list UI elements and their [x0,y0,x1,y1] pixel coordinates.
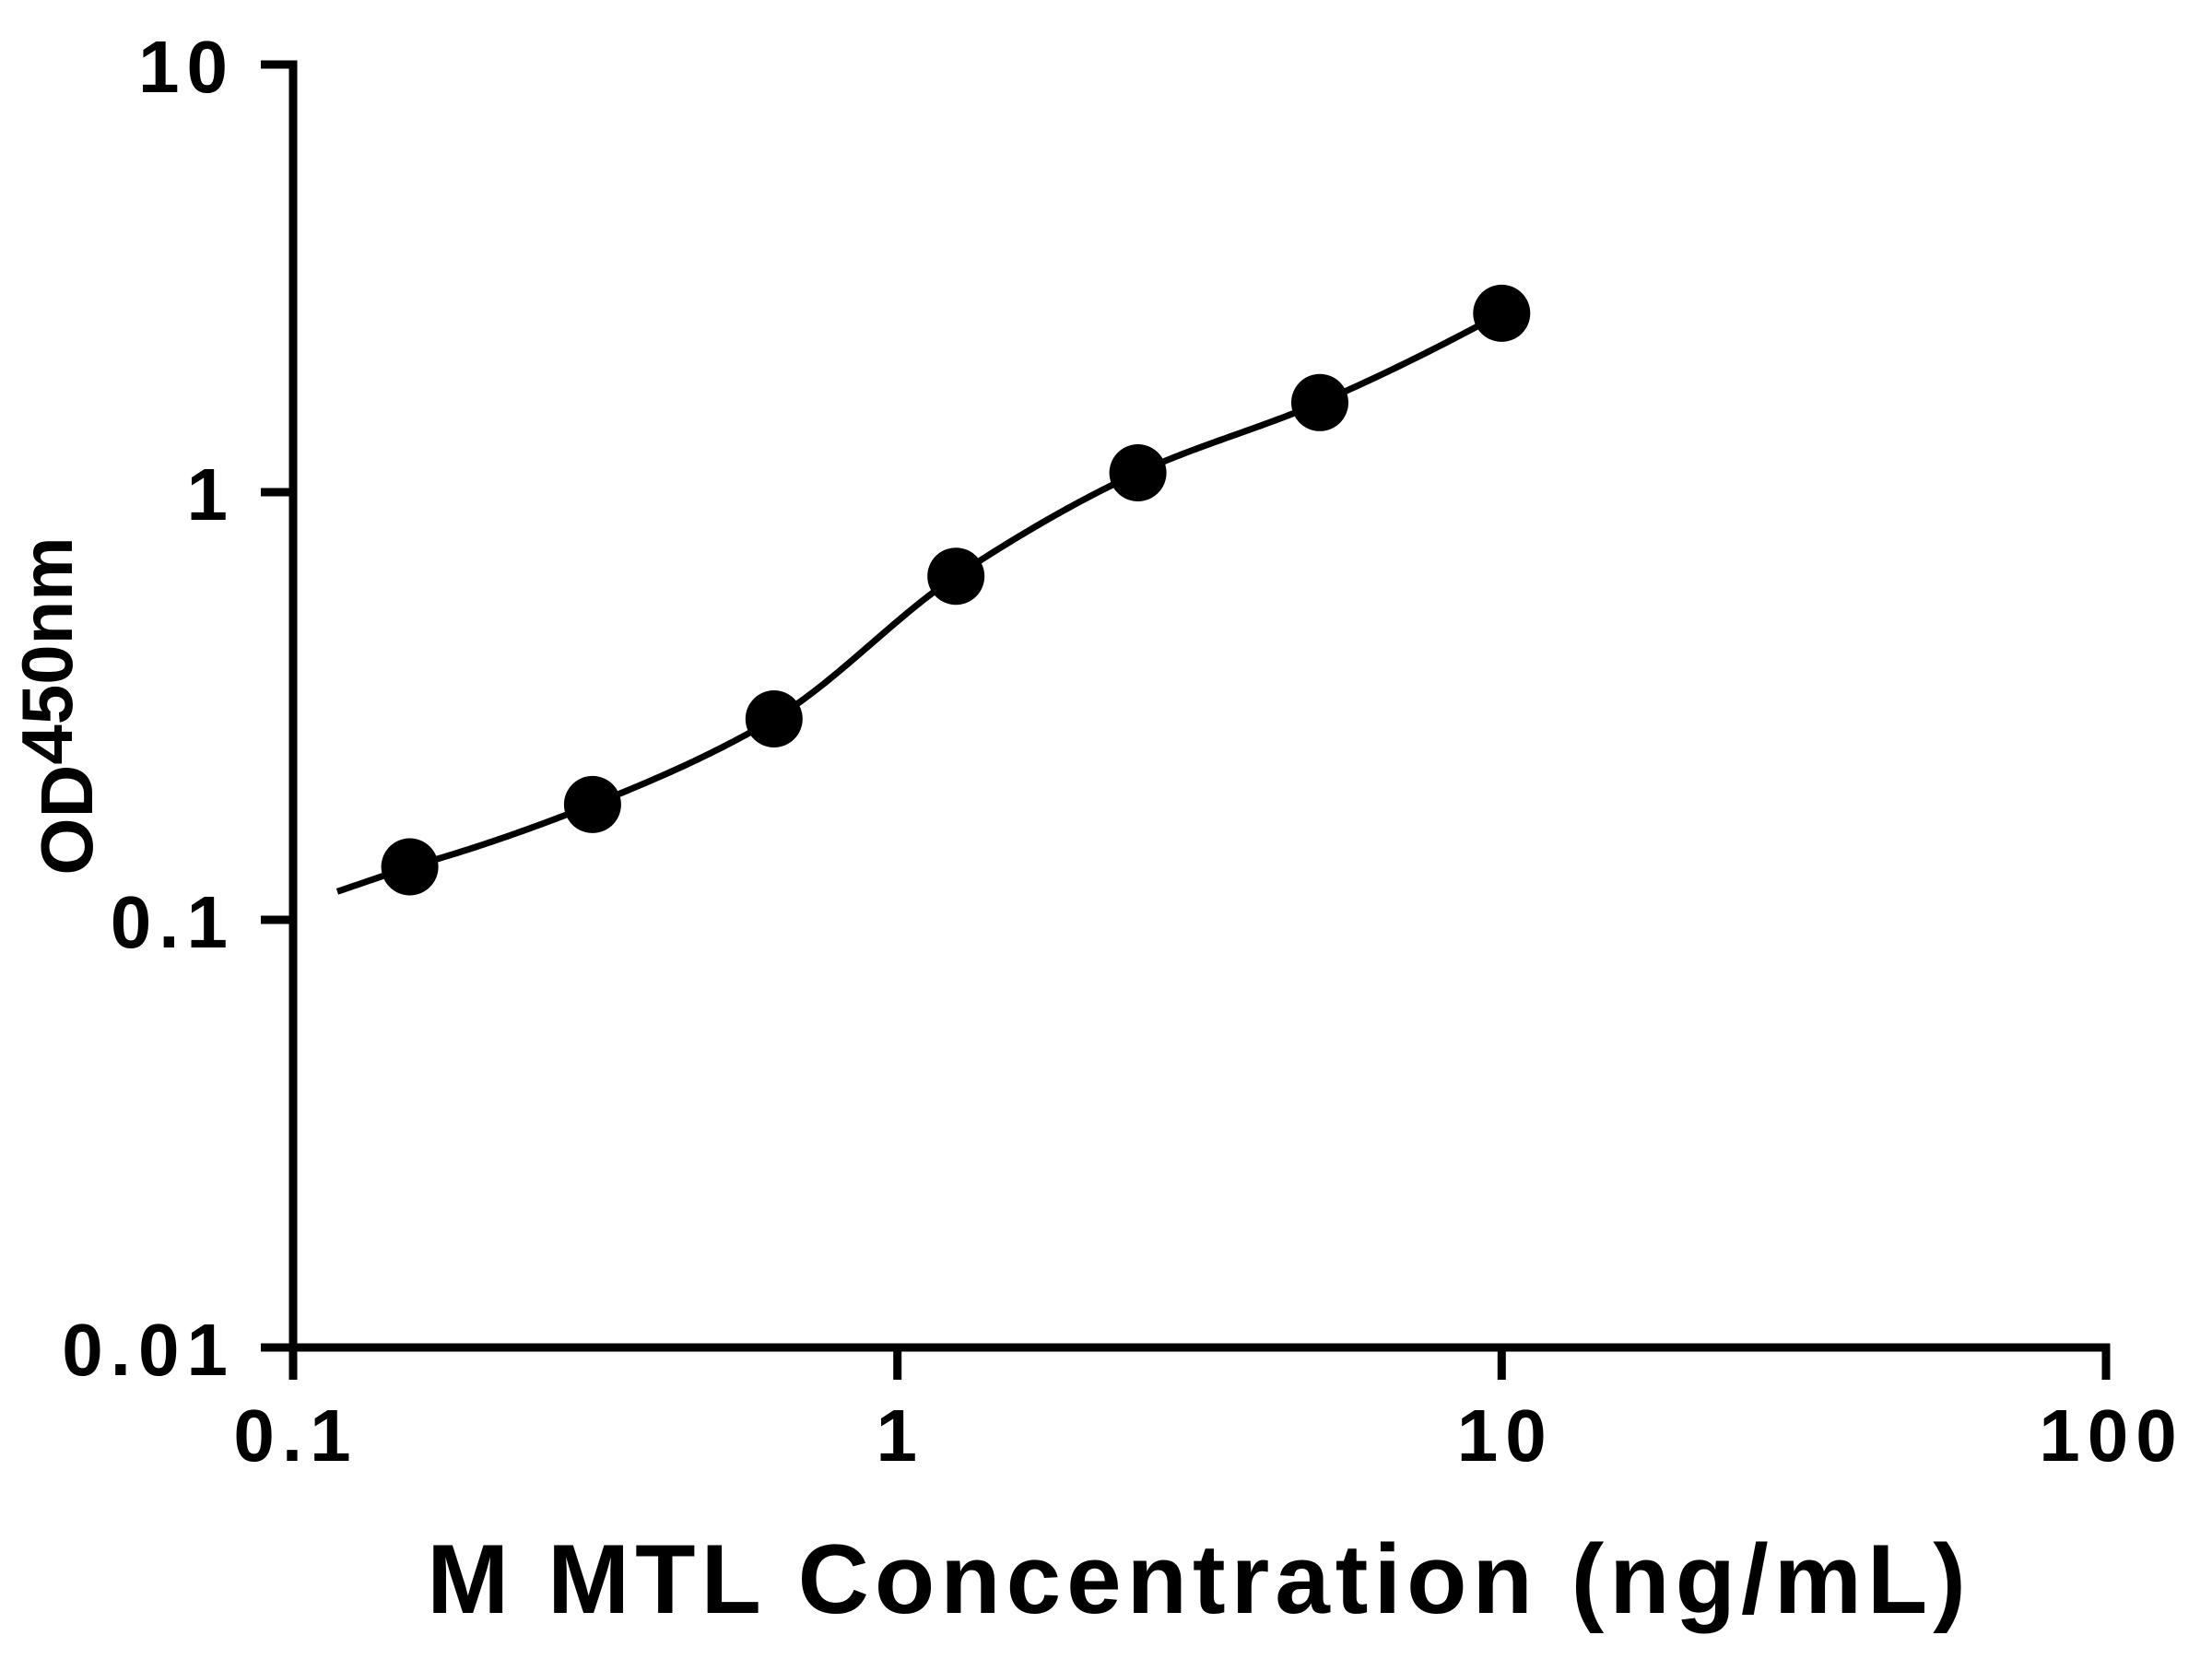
svg-text:100: 100 [2039,1394,2183,1477]
svg-text:0.1: 0.1 [233,1394,358,1477]
svg-text:10: 10 [1457,1394,1554,1477]
svg-text:10: 10 [138,26,235,108]
svg-text:0.1: 0.1 [111,881,235,963]
svg-text:0.01: 0.01 [62,1309,235,1391]
svg-text:1: 1 [187,453,236,535]
svg-text:1: 1 [876,1394,924,1477]
svg-text:M MTL Concentration (ng/mL): M MTL Concentration (ng/mL) [427,1524,1971,1634]
